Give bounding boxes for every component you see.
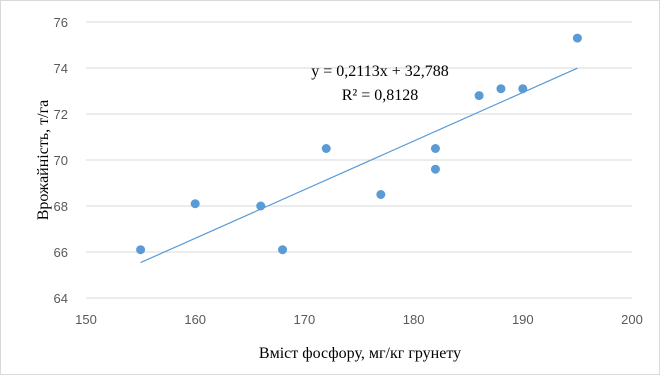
gridlines — [86, 21, 632, 299]
data-point — [496, 84, 506, 94]
r-squared-label: R² = 0,8128 — [342, 87, 419, 104]
x-tick-label: 160 — [184, 312, 206, 327]
data-point — [376, 190, 386, 199]
y-tick-label: 76 — [54, 15, 68, 30]
data-point — [474, 91, 484, 101]
y-tick-labels: 64 66 68 70 72 74 76 — [54, 15, 68, 306]
y-axis-title: Врожайність, т/га — [35, 100, 52, 221]
x-tick-label: 200 — [621, 312, 643, 327]
y-tick-label: 64 — [54, 291, 68, 306]
x-tick-label: 150 — [75, 312, 97, 327]
data-point — [321, 144, 331, 153]
y-tick-label: 72 — [54, 107, 68, 122]
y-tick-label: 66 — [54, 245, 68, 260]
data-point — [518, 84, 528, 94]
data-point — [136, 245, 146, 255]
x-tick-label: 180 — [403, 312, 425, 327]
x-tick-label: 190 — [512, 312, 534, 327]
data-point — [430, 164, 440, 174]
y-tick-label: 68 — [54, 199, 68, 214]
data-point — [572, 33, 582, 43]
trendline — [140, 67, 578, 264]
data-point — [190, 199, 200, 209]
data-points — [136, 33, 582, 255]
y-tick-label: 70 — [54, 153, 68, 168]
y-tick-label: 74 — [54, 61, 68, 76]
x-tick-label: 170 — [294, 312, 316, 327]
x-tick-labels: 150 160 170 180 190 200 — [75, 312, 643, 327]
data-point — [256, 201, 266, 211]
data-point — [278, 245, 288, 255]
trendline-equation: y = 0,2113x + 32,788 — [311, 63, 448, 80]
data-point — [430, 144, 440, 153]
x-axis-title: Вміст фосфору, мг/кг грунету — [259, 345, 461, 362]
